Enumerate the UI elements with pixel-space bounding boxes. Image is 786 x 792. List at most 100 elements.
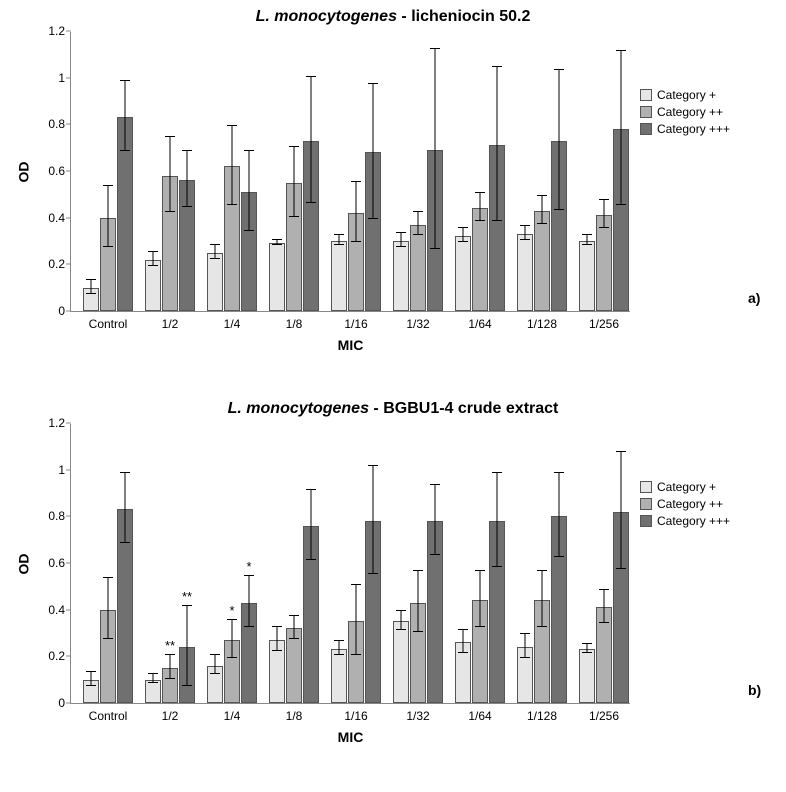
chart-title: L. monocytogenes - licheniocin 50.2: [0, 8, 786, 26]
error-bar: [153, 252, 154, 266]
bar: [534, 211, 550, 311]
error-cap: [599, 199, 609, 200]
error-bar: [356, 585, 357, 655]
error-cap: [272, 239, 282, 240]
panel-label: b): [748, 682, 761, 698]
error-bar: [170, 137, 171, 212]
xtick-label: 1/16: [344, 317, 367, 331]
legend-swatch: [640, 106, 652, 118]
ytick-mark: [66, 77, 71, 78]
bar: [83, 680, 99, 703]
bar: [427, 521, 443, 703]
error-cap: [289, 615, 299, 616]
error-cap: [599, 622, 609, 623]
bar: [489, 145, 505, 311]
error-cap: [244, 150, 254, 151]
error-cap: [368, 83, 378, 84]
legend-label: Category +++: [657, 514, 730, 528]
error-cap: [492, 566, 502, 567]
legend-swatch: [640, 498, 652, 510]
error-cap: [458, 629, 468, 630]
bar: [472, 208, 488, 311]
error-cap: [334, 640, 344, 641]
error-cap: [582, 652, 592, 653]
x-axis-label: MIC: [338, 729, 364, 745]
bar: [331, 649, 347, 703]
error-cap: [306, 202, 316, 203]
error-bar: [108, 186, 109, 247]
error-cap: [616, 50, 626, 51]
error-cap: [413, 211, 423, 212]
ytick-mark: [66, 609, 71, 610]
legend-label: Category +: [657, 88, 716, 102]
bar-group: [517, 141, 567, 311]
error-cap: [244, 575, 254, 576]
bar: [162, 176, 178, 311]
bar: [596, 607, 612, 703]
error-cap: [616, 451, 626, 452]
error-cap: [227, 657, 237, 658]
bar: **: [162, 668, 178, 703]
chart-chart_a: L. monocytogenes - licheniocin 50.200.20…: [0, 8, 786, 312]
error-bar: [373, 84, 374, 219]
bar: [269, 243, 285, 311]
xtick-label: 1/256: [589, 709, 619, 723]
error-cap: [554, 556, 564, 557]
error-cap: [582, 234, 592, 235]
error-bar: [91, 280, 92, 294]
bar: [224, 166, 240, 311]
bar: [517, 647, 533, 703]
bar: [100, 610, 116, 703]
bar: *: [224, 640, 240, 703]
legend-label: Category ++: [657, 105, 723, 119]
bar: [596, 215, 612, 311]
bar: [331, 241, 347, 311]
error-bar: [480, 571, 481, 627]
ytick-mark: [66, 311, 71, 312]
error-cap: [182, 685, 192, 686]
error-cap: [430, 484, 440, 485]
xtick-label: Control: [89, 317, 128, 331]
error-cap: [272, 244, 282, 245]
xtick-label: 1/2: [162, 317, 179, 331]
bar: [286, 628, 302, 703]
error-cap: [334, 654, 344, 655]
xtick-label: 1/64: [468, 709, 491, 723]
error-bar: [356, 182, 357, 243]
bar: [579, 649, 595, 703]
xtick-label: 1/128: [527, 317, 557, 331]
error-bar: [294, 616, 295, 639]
error-cap: [396, 629, 406, 630]
bar-group: [517, 516, 567, 703]
xtick-label: 1/4: [224, 709, 241, 723]
error-bar: [559, 473, 560, 557]
error-cap: [475, 570, 485, 571]
ytick-mark: [66, 656, 71, 657]
error-cap: [396, 610, 406, 611]
error-bar: [311, 490, 312, 560]
legend-item: Category +++: [640, 122, 730, 136]
error-cap: [616, 204, 626, 205]
ytick-mark: [66, 124, 71, 125]
legend-swatch: [640, 515, 652, 527]
error-cap: [210, 244, 220, 245]
panel-label: a): [748, 290, 760, 306]
error-bar: [604, 200, 605, 228]
error-bar: [497, 67, 498, 221]
error-cap: [413, 234, 423, 235]
error-cap: [458, 241, 468, 242]
ytick-label: 0.4: [33, 211, 65, 225]
ytick-label: 1: [33, 71, 65, 85]
error-cap: [210, 654, 220, 655]
chart-title-species: L. monocytogenes: [228, 400, 369, 417]
error-cap: [537, 195, 547, 196]
error-cap: [103, 577, 113, 578]
significance-marker: **: [182, 589, 192, 604]
bar: [207, 666, 223, 703]
error-cap: [86, 293, 96, 294]
error-cap: [368, 573, 378, 574]
bar: [455, 236, 471, 311]
ytick-label: 0: [33, 304, 65, 318]
error-bar: [232, 620, 233, 657]
chart-title-suffix: - BGBU1-4 crude extract: [369, 400, 558, 417]
